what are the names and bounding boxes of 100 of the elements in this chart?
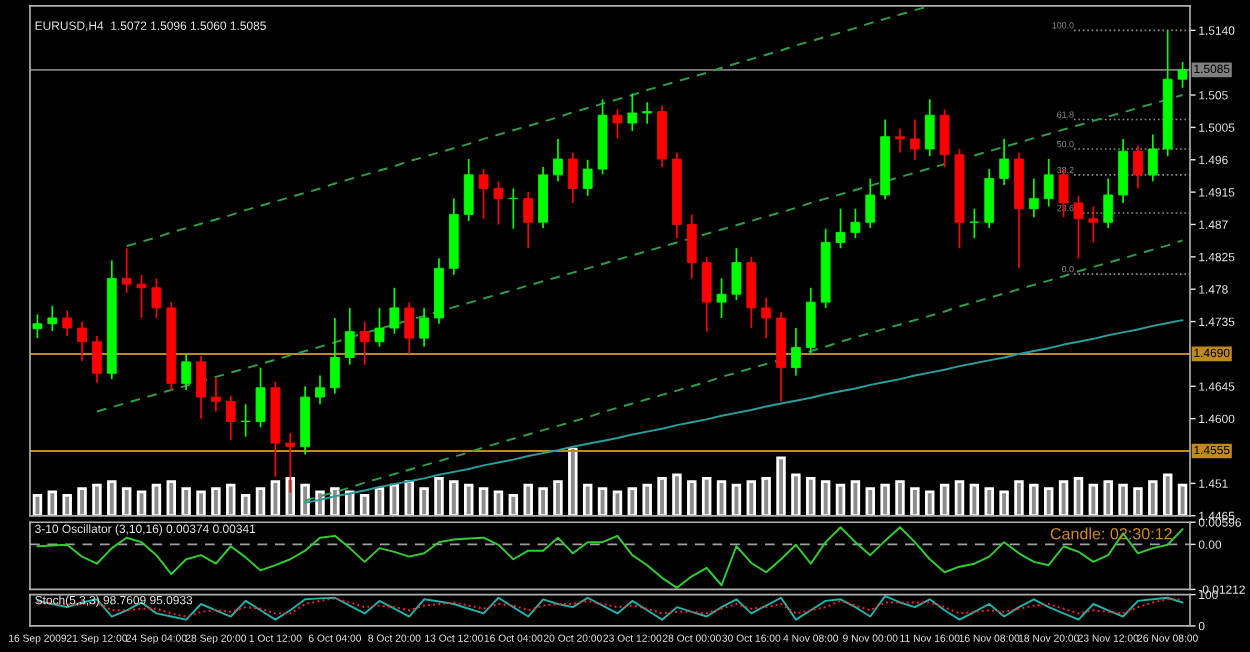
candlestick (211, 376, 221, 413)
bar (880, 483, 890, 516)
candlestick (895, 128, 905, 154)
candlestick (642, 101, 653, 125)
candlestick (344, 307, 355, 366)
candlestick (329, 317, 340, 395)
bar (791, 473, 801, 516)
bar (865, 487, 875, 516)
bar (1073, 476, 1084, 516)
bar (478, 487, 489, 516)
bar (925, 490, 935, 516)
line-series (36, 526, 1184, 589)
bar (300, 483, 310, 516)
bar (1133, 487, 1143, 516)
bar (910, 487, 920, 516)
candlestick (389, 286, 400, 335)
bar (449, 480, 459, 516)
bar (1088, 483, 1099, 516)
candlestick (1028, 177, 1039, 219)
bar (969, 483, 980, 516)
candlestick (47, 304, 58, 332)
candlestick (761, 297, 772, 339)
bar (1177, 483, 1188, 516)
candlestick (1088, 205, 1099, 244)
candlestick (225, 394, 236, 442)
bar (463, 483, 474, 516)
bar (270, 480, 281, 516)
candlestick (553, 138, 563, 183)
candlestick (359, 320, 370, 366)
bar (1029, 483, 1039, 516)
bar (1162, 473, 1173, 516)
bar (47, 490, 58, 516)
candlestick (701, 256, 712, 333)
bar (315, 490, 325, 516)
candlestick (1177, 61, 1188, 89)
bar (761, 476, 771, 516)
bar (181, 487, 191, 516)
candlestick (686, 213, 697, 280)
bar (32, 493, 43, 516)
bar (404, 480, 414, 516)
bar (716, 480, 727, 516)
bar (746, 480, 757, 516)
candlestick (181, 353, 192, 391)
candlestick (151, 277, 162, 319)
candlestick (939, 108, 950, 168)
candlestick (999, 138, 1009, 186)
candlestick (1147, 133, 1158, 183)
candlestick (1103, 177, 1114, 229)
bar (984, 487, 994, 516)
candlestick (240, 403, 251, 438)
annotation: Candle: 02:30:12 (1050, 527, 1172, 540)
bar (92, 483, 102, 516)
candlestick (924, 98, 935, 158)
candlestick (612, 108, 623, 140)
bar (1058, 480, 1069, 516)
bar (657, 476, 667, 516)
bar (151, 483, 162, 516)
bar (538, 487, 548, 516)
candlestick (1118, 138, 1128, 204)
candlestick (32, 313, 43, 339)
candlestick (731, 247, 742, 301)
bar (806, 476, 816, 516)
bar (523, 483, 533, 516)
candlestick (538, 166, 548, 229)
candlestick (567, 151, 578, 204)
bar (1148, 480, 1158, 516)
bar (939, 483, 950, 516)
candlestick (835, 207, 846, 250)
bar (255, 487, 266, 516)
bar (77, 487, 87, 516)
bar (820, 480, 831, 516)
candlestick (984, 168, 995, 229)
candlestick (1073, 194, 1084, 260)
candlestick (77, 320, 87, 362)
bar (627, 487, 638, 516)
candlestick (136, 273, 147, 319)
bar (136, 490, 147, 516)
candlestick (493, 180, 504, 226)
bar (776, 456, 786, 516)
bar (954, 480, 965, 516)
candlestick (805, 286, 816, 355)
bar (434, 476, 444, 516)
bar (999, 490, 1009, 516)
candlestick (255, 366, 266, 429)
bar (121, 487, 132, 516)
bar (211, 487, 221, 516)
bar (374, 487, 385, 516)
bar (568, 447, 578, 516)
candlestick (121, 247, 132, 294)
candlestick (850, 207, 861, 239)
bar (493, 490, 504, 516)
bar (612, 490, 623, 516)
bar (1103, 480, 1113, 516)
bar (196, 490, 206, 516)
bar (895, 480, 905, 516)
candlestick (909, 118, 920, 161)
candlestick (1043, 158, 1054, 208)
bar (1014, 480, 1024, 516)
candlestick (523, 191, 534, 250)
bar (582, 483, 593, 516)
